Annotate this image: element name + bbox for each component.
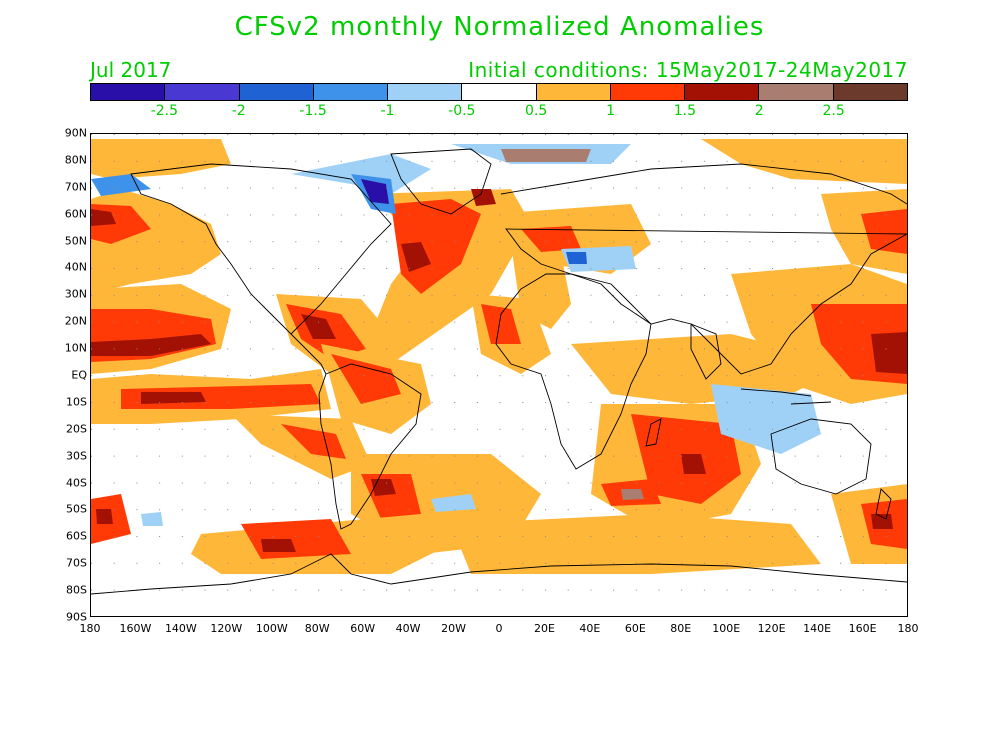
- longitude-label: 120E: [757, 622, 786, 635]
- colorbar-swatch: [685, 84, 760, 100]
- longitude-label: 160W: [119, 622, 152, 635]
- latitude-label: 40S: [66, 476, 87, 490]
- colorbar-label: -2.5: [150, 103, 179, 119]
- longitude-label: 140E: [803, 622, 832, 635]
- longitude-label: 80W: [304, 622, 330, 635]
- longitude-label: 20W: [441, 622, 466, 635]
- colorbar-swatch: [165, 84, 240, 100]
- colorbar-label: -1: [380, 103, 395, 119]
- latitude-label: 50N: [64, 234, 87, 248]
- longitude-label: 40E: [579, 622, 601, 635]
- longitude-label: 140W: [164, 622, 197, 635]
- longitude-label: 160E: [848, 622, 877, 635]
- longitude-label: 0: [495, 622, 503, 635]
- latitude-label: 30S: [66, 449, 87, 463]
- longitude-label: 100E: [712, 622, 741, 635]
- latitude-label: 20N: [64, 314, 87, 328]
- latitude-label: 70N: [64, 180, 87, 194]
- colorbar-swatch: [313, 84, 389, 100]
- colorbar-swatch: [462, 84, 537, 100]
- latitude-label: 30N: [64, 287, 87, 301]
- latitude-label: 90N: [64, 126, 87, 140]
- colorbar-label: 2.5: [822, 103, 845, 119]
- latitude-label: 10S: [66, 395, 87, 409]
- colorbar-label: -1.5: [299, 103, 327, 119]
- colorbar-swatch: [536, 84, 611, 100]
- longitude-label: 80E: [670, 622, 692, 635]
- longitude-label: 100W: [255, 622, 288, 635]
- colorbar-labels: -2.5 -2 -1.5 -1 -0.5 0.5 1 1.5 2 2.5: [90, 103, 908, 121]
- colorbar-swatch: [91, 84, 166, 100]
- longitude-label: 60E: [624, 622, 646, 635]
- longitude-label: 180: [897, 622, 919, 635]
- colorbar-label: 2: [754, 103, 764, 119]
- colorbar-swatch: [610, 84, 686, 100]
- longitude-label: 60W: [350, 622, 376, 635]
- initial-conditions: Initial conditions: 15May2017-24May2017: [468, 58, 908, 82]
- grid-dots: [91, 134, 907, 616]
- latitude-label: 80S: [66, 583, 87, 597]
- latitude-label: EQ: [71, 368, 87, 382]
- latitude-label: 60N: [64, 207, 87, 221]
- colorbar-label: 1: [606, 103, 615, 119]
- coastlines: [91, 148, 907, 595]
- longitude-label: 120W: [210, 622, 243, 635]
- longitude-label: 40W: [395, 622, 421, 635]
- colorbar-label: 1.5: [673, 103, 697, 119]
- latitude-label: 60S: [66, 529, 87, 543]
- latitude-label: 10N: [64, 341, 87, 355]
- latitude-label: 80N: [64, 153, 87, 167]
- colorbar-swatch: [759, 84, 834, 100]
- latitude-label: 70S: [66, 556, 87, 570]
- map-title: CFSv2 monthly Normalized Anomalies: [234, 12, 765, 42]
- forecast-month: Jul 2017: [90, 58, 172, 82]
- latitude-label: 90S: [66, 610, 87, 624]
- longitude-label: 180: [79, 622, 101, 635]
- colorbar-swatch: [239, 84, 314, 100]
- colorbar-label: -0.5: [448, 103, 476, 119]
- anomaly-map: [90, 133, 908, 617]
- colorbar-swatch: [388, 84, 463, 100]
- latitude-label: 50S: [66, 502, 87, 516]
- colorbar-label: 0.5: [525, 103, 548, 119]
- colorbar-label: -2: [231, 103, 246, 119]
- longitude-label: 20E: [533, 622, 555, 635]
- latitude-label: 20S: [66, 422, 87, 436]
- map-svg: [91, 134, 907, 616]
- latitude-label: 40N: [64, 260, 87, 274]
- colorbar-swatch: [833, 84, 907, 100]
- colorbar: [90, 83, 908, 101]
